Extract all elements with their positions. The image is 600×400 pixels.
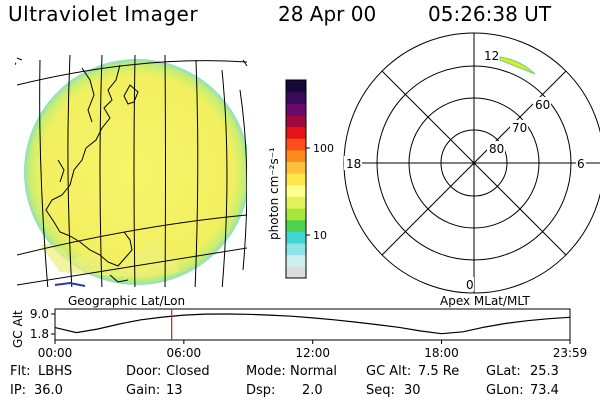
x-tick-label: 18:00: [424, 346, 459, 360]
geographic-panel: [17, 55, 247, 287]
latitude-lines: [17, 60, 247, 286]
colorbar-ticks: [306, 147, 310, 236]
x-tick-label: 12:00: [295, 346, 330, 360]
emission-patch: [40, 240, 180, 278]
polar-panel: [343, 32, 600, 294]
lat-label-80: 80: [489, 142, 504, 156]
chart-frame: [54, 308, 571, 341]
corner-tick: ,: [14, 56, 17, 67]
polar-emission-arc: [499, 56, 536, 75]
date-readout: 28 Apr 00: [278, 2, 377, 26]
y-tick-label: 1.8: [30, 327, 49, 341]
glat-value: 25.3: [530, 364, 559, 379]
colorbar-swatch: [286, 138, 306, 151]
coastlines: [45, 64, 139, 283]
door-label: Door:: [126, 364, 162, 379]
dsp-label: Dsp:: [246, 383, 276, 398]
chart-ylabel: GC Alt: [11, 310, 25, 348]
colorbar-swatch: [286, 114, 306, 128]
app-title: Ultraviolet Imager: [8, 2, 199, 26]
label-bg-0: [464, 277, 474, 291]
blue-marker: [54, 281, 86, 287]
colorbar-swatch: [286, 243, 306, 256]
polar-panel-label: Apex MLat/MLT: [440, 294, 530, 308]
lat-label-70: 70: [512, 121, 527, 135]
x-tick-label: 23:59: [553, 346, 588, 360]
chart-x-ticks: 00:00 06:00 12:00 18:00 23:59: [38, 340, 588, 360]
colorbar-swatch: [286, 91, 306, 104]
seq-label: Seq:: [366, 383, 395, 398]
x-tick-label: 00:00: [38, 346, 73, 360]
time-readout: 05:26:38 UT: [428, 2, 552, 26]
colorbar-swatch: [286, 266, 306, 279]
colorbar-swatch: [286, 254, 306, 267]
seq-value: 30: [404, 383, 421, 398]
colorbar-swatch: [286, 219, 306, 232]
colorbar-swatch: [286, 196, 306, 209]
glat-label: GLat:: [486, 364, 521, 379]
colorbar-swatch: [286, 80, 306, 93]
series-line-gc-alt: [54, 313, 571, 335]
mlt-label-18: 18: [346, 157, 361, 171]
label-bg-80: [487, 141, 505, 155]
colorbar-swatch: [286, 126, 306, 139]
gain-value: 13: [166, 383, 183, 398]
gcalt-label: GC Alt:: [366, 364, 412, 379]
colorbar-tick-10: 10: [313, 229, 327, 242]
colorbar-swatch: [286, 173, 306, 186]
label-bg-6: [576, 156, 586, 170]
colorbar-swatch: [286, 208, 306, 221]
mode-label: Mode:: [246, 364, 286, 379]
ip-label: IP:: [10, 383, 27, 398]
colorbar-swatch: [286, 184, 306, 197]
gain-label: Gain:: [126, 383, 161, 398]
altitude-chart: 9.01.8 00:00 06:00 12:00 18:00 23:59 GC Alt: [11, 307, 587, 360]
y-tick-label: 9.0: [30, 307, 49, 321]
mlt-label-12: 12: [484, 49, 499, 63]
limb-arcs: [16, 57, 248, 67]
geo-panel-label: Geographic Lat/Lon: [68, 294, 185, 308]
label-bg-70: [510, 120, 528, 134]
colorbar-swatch: [286, 231, 306, 244]
flt-value: LBHS: [38, 364, 73, 379]
colorbar-tick-100: 100: [313, 142, 334, 155]
dsp-value: 2.0: [302, 383, 323, 398]
colorbar-unit-label: photon cm⁻²s⁻¹: [267, 147, 281, 240]
longitude-lines: [39, 55, 247, 287]
colorbar-frame: [285, 79, 307, 279]
mlt-label-0: 0: [466, 278, 474, 292]
flt-label: Flt:: [10, 364, 31, 379]
label-bg-18: [344, 156, 362, 170]
colorbar-swatch: [286, 103, 306, 116]
glon-label: GLon:: [486, 383, 524, 398]
mode-value: Normal: [290, 364, 338, 379]
lat-label-60: 60: [535, 98, 550, 112]
mlt-label-6: 6: [577, 157, 585, 171]
colorbar-swatch: [286, 149, 306, 163]
door-value: Closed: [166, 364, 210, 379]
glon-value: 73.4: [530, 383, 559, 398]
label-bg-60: [533, 97, 551, 111]
x-tick-label: 06:00: [167, 346, 202, 360]
earth-disk: [24, 59, 247, 285]
label-bg-12: [482, 48, 498, 62]
gcalt-value: 7.5 Re: [418, 364, 460, 379]
color-bar: [285, 79, 307, 279]
colorbar-swatch: [286, 161, 306, 174]
ip-value: 36.0: [34, 383, 63, 398]
chart-y-ticks: 9.01.8: [30, 307, 55, 341]
